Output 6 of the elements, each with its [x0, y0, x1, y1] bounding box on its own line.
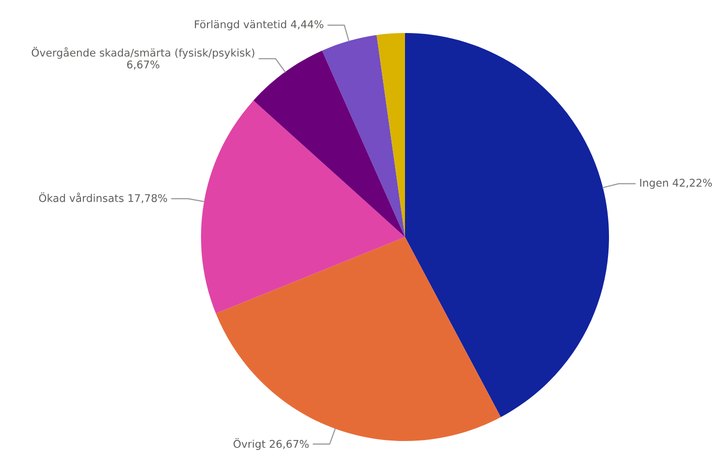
- slice-label: Ingen 42,22%: [640, 178, 712, 189]
- slice-label: Övrigt 26,67%: [234, 438, 309, 450]
- slice-label: Övergående skada/smärta (fysisk/psykisk): [32, 46, 254, 59]
- slice-label: Förlängd väntetid 4,44%: [194, 20, 324, 30]
- data-label: 6,67%: [127, 60, 160, 70]
- slice-label: Ökad vårdinsats 17,78%: [39, 192, 168, 204]
